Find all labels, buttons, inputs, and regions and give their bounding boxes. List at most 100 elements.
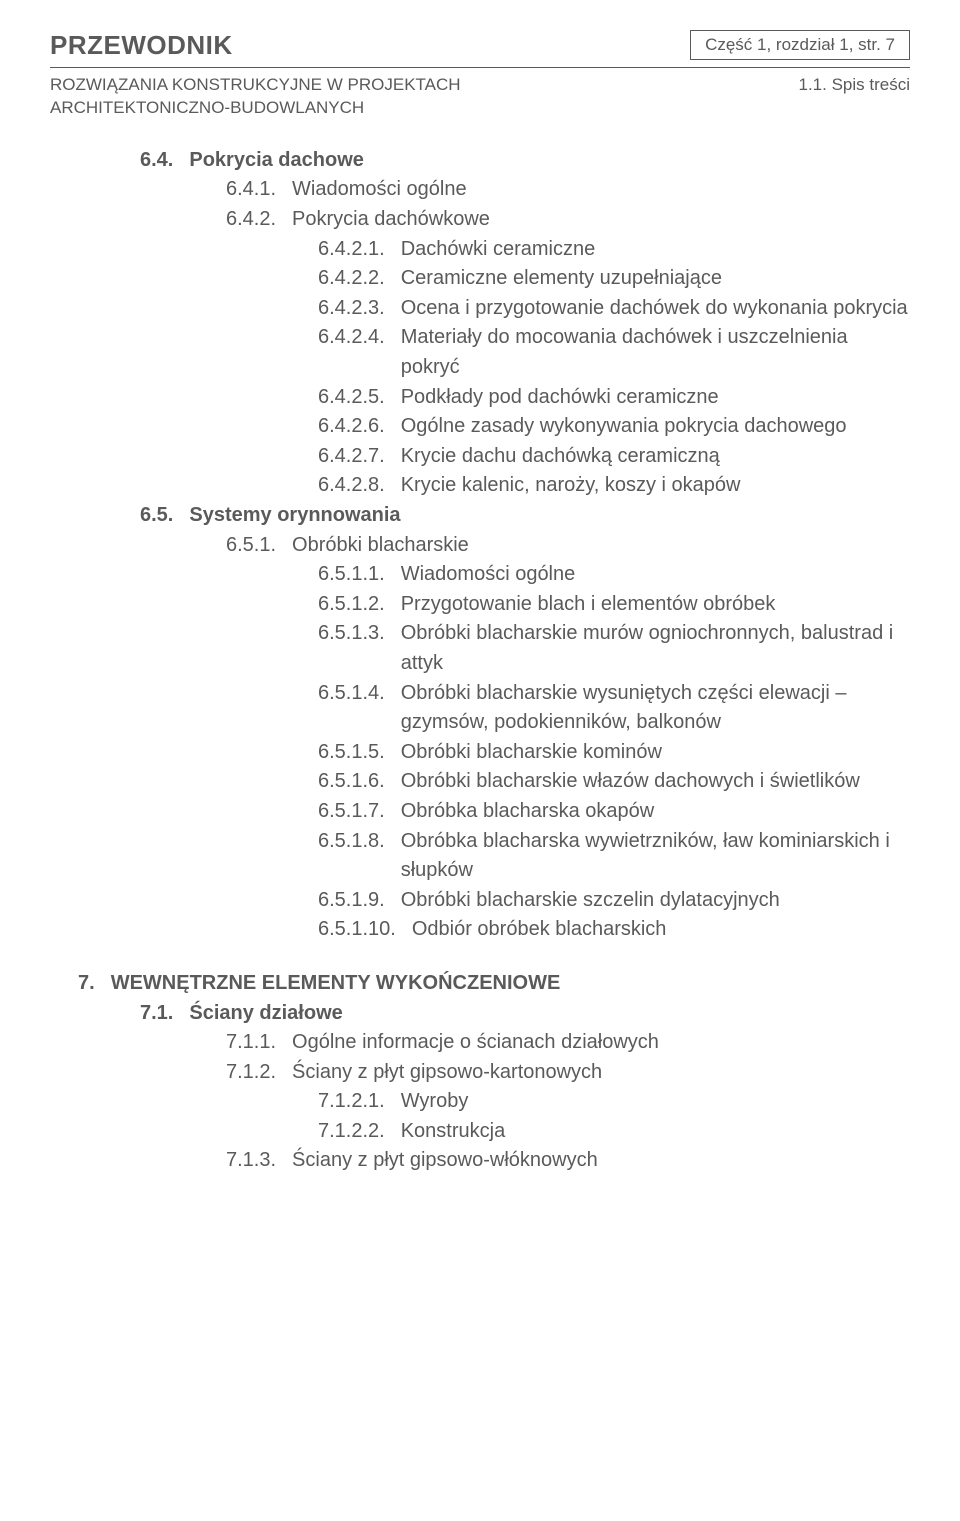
toc-entry: 6.4.1.Wiadomości ogólne bbox=[226, 175, 910, 205]
toc-entry-number: 7.1.3. bbox=[226, 1146, 292, 1176]
toc-entry-text: Ceramiczne elementy uzupełniające bbox=[401, 264, 910, 294]
toc-entry-text: Obróbki blacharskie wysuniętych części e… bbox=[401, 679, 910, 738]
toc-entry-number: 6.4.2.4. bbox=[318, 323, 401, 382]
toc-entry-number: 7.1.1. bbox=[226, 1028, 292, 1058]
toc-entry: 6.5.1.7.Obróbka blacharska okapów bbox=[318, 797, 910, 827]
toc-entry-text: Obróbki blacharskie włazów dachowych i ś… bbox=[401, 767, 910, 797]
toc-entry-text: Ogólne informacje o ścianach działowych bbox=[292, 1028, 910, 1058]
toc-entry: 6.5.1.5.Obróbki blacharskie kominów bbox=[318, 738, 910, 768]
toc-entry-number: 6.5.1.3. bbox=[318, 619, 401, 678]
page-label: str. 7 bbox=[853, 35, 895, 54]
toc-entry: 6.4.Pokrycia dachowe bbox=[140, 146, 910, 176]
toc-entry-text: Systemy orynnowania bbox=[189, 501, 910, 531]
toc-entry-text: Obróbka blacharska wywietrzników, ław ko… bbox=[401, 827, 910, 886]
toc-entry: 7.1.Ściany działowe bbox=[140, 999, 910, 1029]
toc-section7: 7.WEWNĘTRZNE ELEMENTY WYKOŃCZENIOWE7.1.Ś… bbox=[50, 969, 910, 1176]
toc-entry-number: 6.4.2. bbox=[226, 205, 292, 235]
toc-entry-number: 6.4.2.6. bbox=[318, 412, 401, 442]
toc-entry-text: Obróbka blacharska okapów bbox=[401, 797, 910, 827]
toc-entry-text: Wiadomości ogólne bbox=[401, 560, 910, 590]
toc-entry-text: Pokrycia dachowe bbox=[189, 146, 910, 176]
toc-entry-number: 6.4.2.8. bbox=[318, 471, 401, 501]
toc-entry-text: Obróbki blacharskie szczelin dylatacyjny… bbox=[401, 886, 910, 916]
toc-entry-number: 7.1.2.2. bbox=[318, 1117, 401, 1147]
header-divider bbox=[50, 67, 910, 68]
toc-entry-text: WEWNĘTRZNE ELEMENTY WYKOŃCZENIOWE bbox=[111, 969, 910, 999]
toc-entry-text: Przygotowanie blach i elementów obróbek bbox=[401, 590, 910, 620]
toc-entry-number: 7.1.2.1. bbox=[318, 1087, 401, 1117]
toc-entry: 6.5.1.3.Obróbki blacharskie murów ognioc… bbox=[318, 619, 910, 678]
toc-entry-number: 6.4.2.5. bbox=[318, 383, 401, 413]
toc-entry: 6.4.2.1.Dachówki ceramiczne bbox=[318, 235, 910, 265]
toc-entry: 7.1.2.2.Konstrukcja bbox=[318, 1117, 910, 1147]
subtitle-right: 1.1. Spis treści bbox=[799, 74, 911, 120]
toc-entry-number: 6.5.1.7. bbox=[318, 797, 401, 827]
toc-entry: 7.1.2.1.Wyroby bbox=[318, 1087, 910, 1117]
toc-entry: 6.5.1.4.Obróbki blacharskie wysuniętych … bbox=[318, 679, 910, 738]
toc-entry-number: 6.5.1.2. bbox=[318, 590, 401, 620]
toc-entry-text: Podkłady pod dachówki ceramiczne bbox=[401, 383, 910, 413]
toc-entry-number: 6.4.2.2. bbox=[318, 264, 401, 294]
toc-entry-number: 6.5.1.8. bbox=[318, 827, 401, 886]
toc-entry: 6.5.1.1.Wiadomości ogólne bbox=[318, 560, 910, 590]
toc-entry: 6.5.1.8.Obróbka blacharska wywietrzników… bbox=[318, 827, 910, 886]
header-row: PRZEWODNIK Część 1, rozdział 1, str. 7 bbox=[50, 30, 910, 61]
toc-entry-number: 6.5.1.4. bbox=[318, 679, 401, 738]
toc-entry-text: Dachówki ceramiczne bbox=[401, 235, 910, 265]
toc-entry: 6.4.2.8.Krycie kalenic, naroży, koszy i … bbox=[318, 471, 910, 501]
toc-entry: 6.4.2.7.Krycie dachu dachówką ceramiczną bbox=[318, 442, 910, 472]
toc-entry: 6.4.2.4.Materiały do mocowania dachówek … bbox=[318, 323, 910, 382]
toc-entry-number: 6.5.1. bbox=[226, 531, 292, 561]
toc-entry-text: Ściany z płyt gipsowo-kartonowych bbox=[292, 1058, 910, 1088]
toc-entry: 7.1.3.Ściany z płyt gipsowo-włóknowych bbox=[226, 1146, 910, 1176]
toc-entry-number: 6.4. bbox=[140, 146, 189, 176]
toc-entry: 6.4.2.Pokrycia dachówkowe bbox=[226, 205, 910, 235]
toc-entry-text: Krycie dachu dachówką ceramiczną bbox=[401, 442, 910, 472]
toc-entry-text: Pokrycia dachówkowe bbox=[292, 205, 910, 235]
toc-entry: 6.5.1.10.Odbiór obróbek blacharskich bbox=[318, 915, 910, 945]
toc-entry: 6.4.2.6.Ogólne zasady wykonywania pokryc… bbox=[318, 412, 910, 442]
toc-entry: 6.5.1.2.Przygotowanie blach i elementów … bbox=[318, 590, 910, 620]
toc-entry: 6.5.1.9.Obróbki blacharskie szczelin dyl… bbox=[318, 886, 910, 916]
toc-entry-number: 6.5.1.5. bbox=[318, 738, 401, 768]
part-chapter-box: Część 1, rozdział 1, str. 7 bbox=[690, 30, 910, 60]
toc-entry: 6.5.1.6.Obróbki blacharskie włazów dacho… bbox=[318, 767, 910, 797]
toc-entry: 6.4.2.3.Ocena i przygotowanie dachówek d… bbox=[318, 294, 910, 324]
toc-entry-number: 6.5.1.10. bbox=[318, 915, 412, 945]
toc-entry-number: 7.1. bbox=[140, 999, 189, 1029]
toc-entry: 6.4.2.5.Podkłady pod dachówki ceramiczne bbox=[318, 383, 910, 413]
toc-entry-text: Obróbki blacharskie murów ogniochronnych… bbox=[401, 619, 910, 678]
toc-entry-number: 6.5.1.6. bbox=[318, 767, 401, 797]
toc-entry-number: 6.5.1.1. bbox=[318, 560, 401, 590]
toc-entry-number: 6.5. bbox=[140, 501, 189, 531]
toc-entry-text: Materiały do mocowania dachówek i uszcze… bbox=[401, 323, 910, 382]
toc-entry: 7.1.2.Ściany z płyt gipsowo-kartonowych bbox=[226, 1058, 910, 1088]
toc-entry: 6.5.1.Obróbki blacharskie bbox=[226, 531, 910, 561]
toc-entry-text: Obróbki blacharskie kominów bbox=[401, 738, 910, 768]
sub-header-row: ROZWIĄZANIA KONSTRUKCYJNE W PROJEKTACH A… bbox=[50, 74, 910, 120]
guide-title: PRZEWODNIK bbox=[50, 30, 233, 61]
toc-entry-text: Wyroby bbox=[401, 1087, 910, 1117]
toc-entry-text: Ogólne zasady wykonywania pokrycia dacho… bbox=[401, 412, 910, 442]
toc-entry-number: 6.4.2.3. bbox=[318, 294, 401, 324]
toc-entry-text: Krycie kalenic, naroży, koszy i okapów bbox=[401, 471, 910, 501]
toc-entry-number: 6.5.1.9. bbox=[318, 886, 401, 916]
toc-entry: 6.5.Systemy orynnowania bbox=[140, 501, 910, 531]
toc-entry-text: Ocena i przygotowanie dachówek do wykona… bbox=[401, 294, 910, 324]
toc-entry-number: 6.4.1. bbox=[226, 175, 292, 205]
toc-main: 6.4.Pokrycia dachowe6.4.1.Wiadomości ogó… bbox=[50, 146, 910, 945]
toc-entry-number: 7.1.2. bbox=[226, 1058, 292, 1088]
toc-entry-text: Ściany z płyt gipsowo-włóknowych bbox=[292, 1146, 910, 1176]
toc-entry-number: 6.4.2.7. bbox=[318, 442, 401, 472]
toc-entry: 6.4.2.2.Ceramiczne elementy uzupełniając… bbox=[318, 264, 910, 294]
toc-entry-number: 6.4.2.1. bbox=[318, 235, 401, 265]
toc-entry-text: Konstrukcja bbox=[401, 1117, 910, 1147]
toc-entry-text: Wiadomości ogólne bbox=[292, 175, 910, 205]
toc-entry-number: 7. bbox=[78, 969, 111, 999]
toc-entry: 7.WEWNĘTRZNE ELEMENTY WYKOŃCZENIOWE bbox=[78, 969, 910, 999]
part-label: Część 1, rozdział 1, bbox=[705, 35, 853, 54]
subtitle-left: ROZWIĄZANIA KONSTRUKCYJNE W PROJEKTACH A… bbox=[50, 74, 610, 120]
toc-entry-text: Odbiór obróbek blacharskich bbox=[412, 915, 910, 945]
toc-entry: 7.1.1.Ogólne informacje o ścianach dział… bbox=[226, 1028, 910, 1058]
toc-entry-text: Obróbki blacharskie bbox=[292, 531, 910, 561]
